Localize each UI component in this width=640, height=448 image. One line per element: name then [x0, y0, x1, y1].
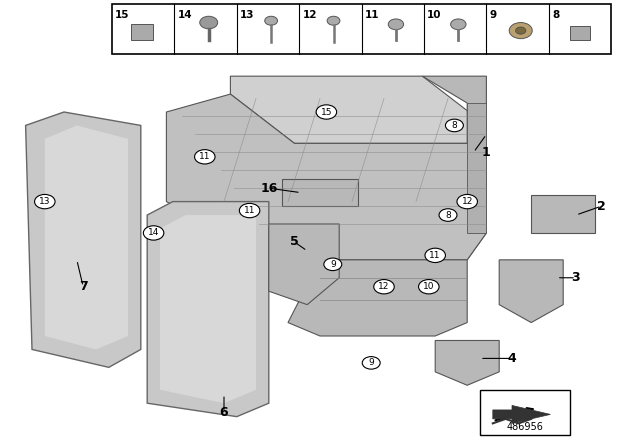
Text: 10: 10: [428, 10, 442, 20]
Polygon shape: [26, 112, 141, 367]
Text: 1: 1: [482, 146, 491, 159]
Text: 11: 11: [244, 206, 255, 215]
Circle shape: [425, 248, 445, 263]
Text: 5: 5: [290, 235, 299, 249]
Circle shape: [200, 16, 218, 29]
Text: 10: 10: [423, 282, 435, 291]
Text: 8: 8: [445, 211, 451, 220]
Polygon shape: [467, 103, 486, 233]
Circle shape: [265, 16, 278, 25]
Text: 12: 12: [461, 197, 473, 206]
Text: 4: 4: [508, 352, 516, 365]
Text: 12: 12: [302, 10, 317, 20]
Circle shape: [439, 209, 457, 221]
Text: 486956: 486956: [506, 422, 543, 432]
Text: 2: 2: [597, 199, 606, 213]
Text: 13: 13: [39, 197, 51, 206]
Circle shape: [239, 203, 260, 218]
Polygon shape: [288, 260, 467, 336]
Polygon shape: [499, 260, 563, 323]
Bar: [112, 4, 611, 54]
Text: 9: 9: [490, 10, 497, 20]
Polygon shape: [45, 125, 128, 349]
Text: 16: 16: [260, 181, 278, 195]
Text: 9: 9: [369, 358, 374, 367]
Text: 13: 13: [240, 10, 255, 20]
Text: 12: 12: [378, 282, 390, 291]
Text: 11: 11: [365, 10, 380, 20]
FancyBboxPatch shape: [131, 24, 153, 39]
Text: 6: 6: [220, 405, 228, 419]
Circle shape: [324, 258, 342, 271]
Polygon shape: [160, 215, 256, 403]
Circle shape: [388, 19, 404, 30]
Text: 9: 9: [330, 260, 335, 269]
Polygon shape: [147, 202, 269, 417]
Bar: [282, 179, 358, 206]
Circle shape: [419, 280, 439, 294]
Circle shape: [457, 194, 477, 209]
Polygon shape: [422, 76, 486, 260]
Text: 14: 14: [148, 228, 159, 237]
Circle shape: [143, 226, 164, 240]
Text: 15: 15: [321, 108, 332, 116]
Bar: [480, 390, 570, 435]
Text: 15: 15: [115, 10, 130, 20]
Text: 8: 8: [552, 10, 559, 20]
Circle shape: [445, 119, 463, 132]
Bar: [531, 195, 595, 233]
Text: 11: 11: [429, 251, 441, 260]
Polygon shape: [166, 94, 486, 260]
Polygon shape: [435, 340, 499, 385]
Text: 3: 3: [572, 271, 580, 284]
Circle shape: [35, 194, 55, 209]
Circle shape: [451, 19, 466, 30]
Circle shape: [374, 280, 394, 294]
Circle shape: [516, 27, 526, 34]
Circle shape: [195, 150, 215, 164]
Text: 14: 14: [177, 10, 192, 20]
Circle shape: [327, 16, 340, 25]
Circle shape: [316, 105, 337, 119]
FancyBboxPatch shape: [570, 26, 589, 39]
Text: 7: 7: [79, 280, 88, 293]
Circle shape: [509, 22, 532, 39]
Circle shape: [362, 357, 380, 369]
Polygon shape: [230, 76, 486, 143]
Polygon shape: [269, 224, 339, 305]
Text: 11: 11: [199, 152, 211, 161]
Text: 8: 8: [452, 121, 457, 130]
Polygon shape: [493, 405, 550, 423]
